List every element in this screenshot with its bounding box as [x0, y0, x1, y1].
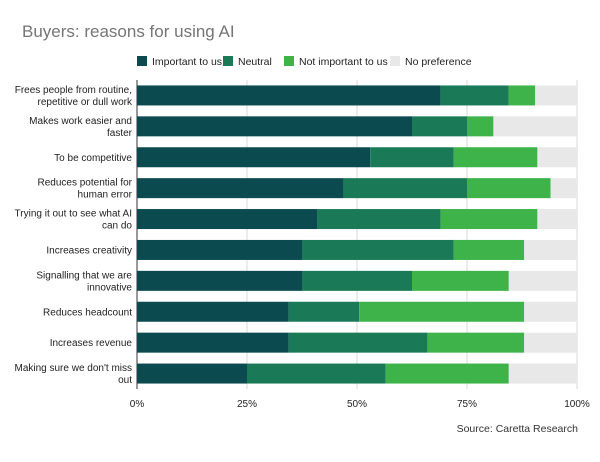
- category-label: out: [118, 375, 132, 386]
- bar-segment-r3-s3: [550, 178, 577, 199]
- category-label: Signalling that we are: [36, 270, 132, 281]
- bar-segment-r6-s1: [302, 270, 412, 291]
- x-tick-label-4: 100%: [564, 399, 590, 410]
- category-label: can do: [102, 221, 132, 232]
- bar-segment-r5-s1: [302, 239, 454, 260]
- bar-segment-r9-s2: [385, 363, 509, 384]
- bar-segment-r1-s2: [467, 116, 494, 137]
- category-label: Frees people from routine,: [15, 85, 132, 96]
- category-label: faster: [107, 128, 133, 139]
- category-label: Makes work easier and: [29, 116, 132, 127]
- bars: [137, 85, 577, 384]
- x-tick-label-0: 0%: [130, 399, 145, 410]
- legend-swatch-0: [137, 56, 147, 66]
- bar-segment-r6-s2: [412, 270, 509, 291]
- bar-segment-r1-s1: [412, 116, 467, 137]
- bar-segment-r0-s1: [440, 85, 509, 106]
- legend-swatch-2: [284, 56, 294, 66]
- bar-segment-r9-s0: [137, 363, 247, 384]
- chart-title: Buyers: reasons for using AI: [22, 22, 235, 41]
- bar-segment-r9-s1: [247, 363, 386, 384]
- category-label: Reduces potential for: [37, 178, 132, 189]
- category-label: innovative: [87, 282, 132, 293]
- bar-segment-r5-s3: [524, 239, 577, 260]
- source-note: Source: Caretta Research: [457, 423, 579, 435]
- bar-segment-r4-s1: [317, 209, 441, 230]
- bar-segment-r2-s3: [537, 147, 577, 168]
- bar-segment-r5-s2: [453, 239, 525, 260]
- bar-segment-r4-s0: [137, 209, 318, 230]
- bar-segment-r2-s2: [453, 147, 538, 168]
- legend-label-0: Important to us: [152, 56, 222, 68]
- bar-segment-r7-s0: [137, 301, 289, 322]
- legend-swatch-1: [223, 56, 233, 66]
- category-label: Reduces headcount: [43, 307, 132, 318]
- bar-segment-r8-s2: [427, 332, 525, 353]
- category-label: To be competitive: [54, 153, 132, 164]
- category-label: human error: [78, 190, 133, 201]
- bar-segment-r6-s0: [137, 270, 302, 291]
- legend-label-2: Not important to us: [299, 56, 388, 68]
- x-tick-label-2: 50%: [347, 399, 367, 410]
- x-tick-label-1: 25%: [237, 399, 257, 410]
- x-tick-labels: 0% 25% 50% 75% 100%: [130, 399, 590, 410]
- bar-segment-r4-s3: [537, 209, 577, 230]
- bar-segment-r1-s0: [137, 116, 412, 137]
- bar-segment-r8-s0: [137, 332, 289, 353]
- bar-segment-r0-s3: [535, 85, 577, 106]
- bar-segment-r4-s2: [440, 209, 538, 230]
- bar-segment-r3-s1: [343, 178, 467, 199]
- category-label: repetitive or dull work: [38, 97, 133, 108]
- bar-segment-r6-s3: [508, 270, 577, 291]
- bar-segment-r3-s0: [137, 178, 344, 199]
- bar-segment-r7-s1: [288, 301, 360, 322]
- bar-segment-r0-s0: [137, 85, 441, 106]
- bar-segment-r7-s2: [359, 301, 525, 322]
- category-label: Making sure we don't miss: [14, 363, 132, 374]
- legend-label-3: No preference: [405, 56, 472, 68]
- bar-segment-r1-s3: [493, 116, 577, 137]
- legend: Important to us Neutral Not important to u…: [137, 56, 472, 68]
- bar-segment-r8-s1: [288, 332, 428, 353]
- x-tick-label-3: 75%: [457, 399, 477, 410]
- bar-segment-r9-s3: [508, 363, 577, 384]
- bar-segment-r0-s2: [508, 85, 536, 106]
- bar-segment-r3-s2: [467, 178, 551, 199]
- legend-swatch-3: [390, 56, 400, 66]
- category-label: Increases revenue: [50, 338, 133, 349]
- category-label: Trying it out to see what AI: [15, 209, 132, 220]
- bar-segment-r2-s1: [370, 147, 454, 168]
- category-labels: Frees people from routine,repetitive or …: [14, 85, 133, 386]
- legend-label-1: Neutral: [238, 56, 272, 68]
- bar-segment-r2-s0: [137, 147, 371, 168]
- category-label: Increases creativity: [46, 245, 132, 256]
- bar-segment-r5-s0: [137, 239, 302, 260]
- bar-segment-r8-s3: [524, 332, 577, 353]
- bar-segment-r7-s3: [524, 301, 577, 322]
